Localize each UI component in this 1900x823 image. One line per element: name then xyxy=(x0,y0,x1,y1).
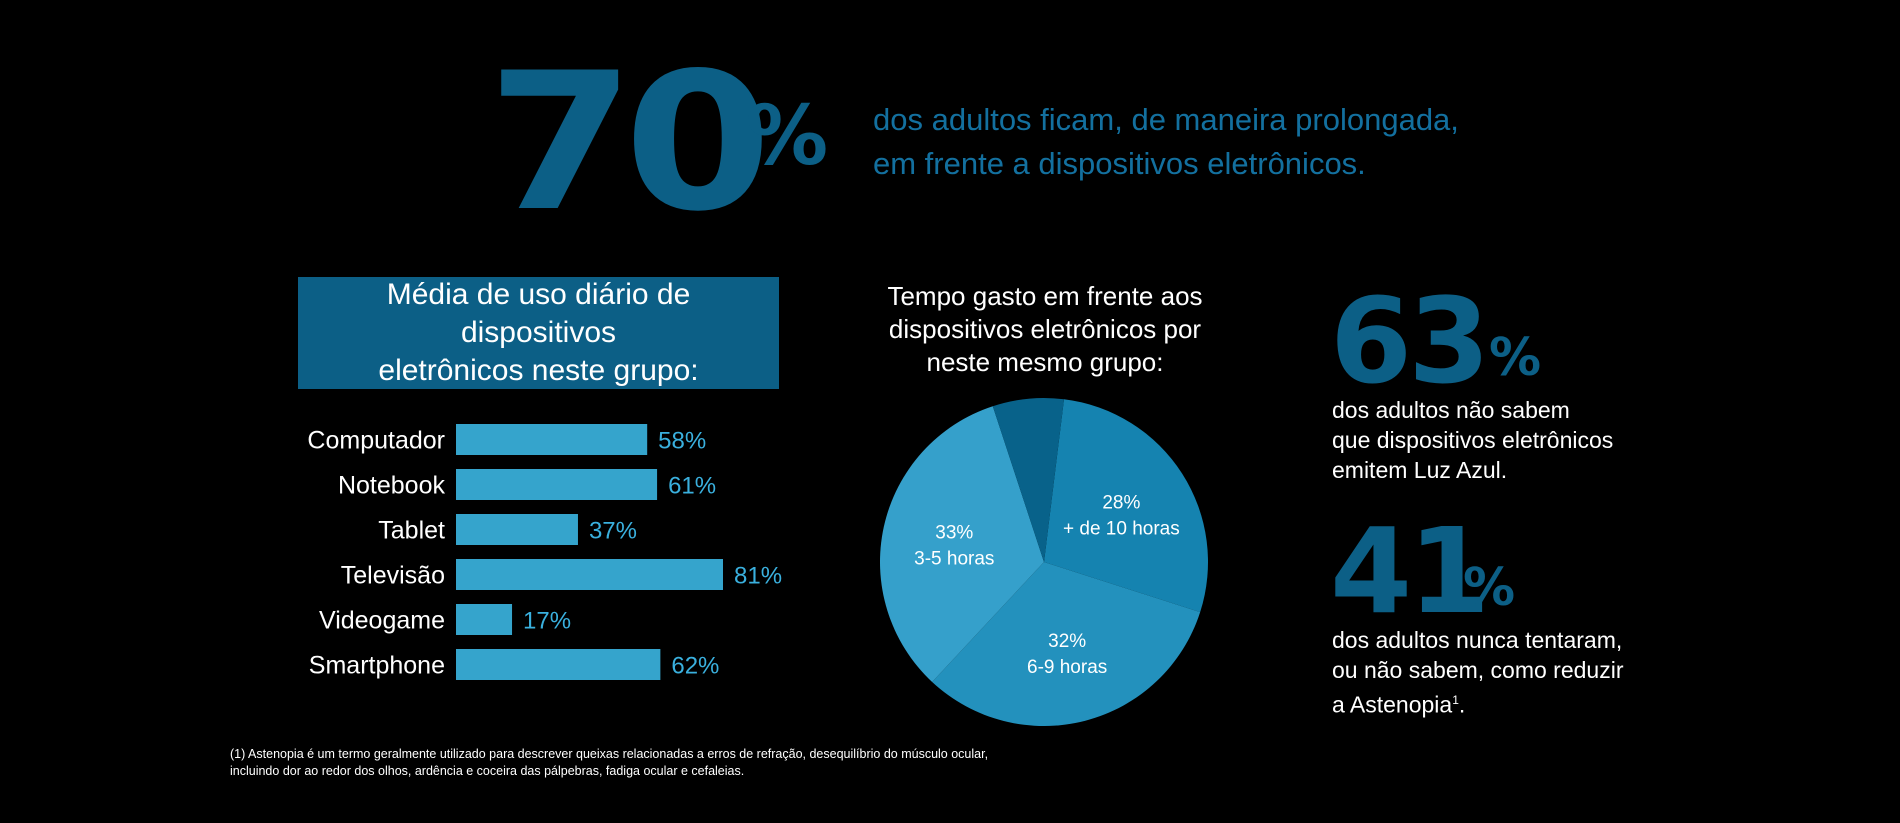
bar-value-label: 17% xyxy=(523,608,571,635)
stat-41-line-3-text: a Astenopia xyxy=(1332,691,1453,718)
stat-63-number: 63 xyxy=(1330,272,1490,410)
bar xyxy=(456,469,658,500)
stat-63-description: dos adultos não sabem que dispositivos e… xyxy=(1332,395,1652,485)
stat-41-percent-sign: % xyxy=(1463,558,1516,618)
bar-value-label: 37% xyxy=(589,518,637,545)
bar xyxy=(456,559,723,590)
pie-chart-title-line-3: neste mesmo grupo: xyxy=(926,347,1164,377)
pie-slice-label: 6-9 horas xyxy=(1027,657,1107,678)
pie-slice-percent: 33% xyxy=(935,522,973,543)
bar-category-label: Computador xyxy=(307,427,445,455)
pie-slice-label: 3-5 horas xyxy=(914,548,994,569)
pie-slice xyxy=(932,562,1201,726)
pie-slice-label: + de 10 horas xyxy=(1063,519,1180,540)
stat-41-line-3-trailing: . xyxy=(1458,691,1466,718)
stat-41-line-3: a Astenopia1. xyxy=(1332,685,1652,720)
stat-41-line-1: dos adultos nunca tentaram, xyxy=(1332,627,1623,653)
stat-41-number: 41 xyxy=(1330,502,1490,640)
hero-description-line-1: dos adultos ficam, de maneira prolongada… xyxy=(873,102,1459,137)
bar-value-label: 81% xyxy=(734,563,782,590)
footnote: (1) Astenopia é um termo geralmente util… xyxy=(230,746,1030,780)
pie-chart-title-line-1: Tempo gasto em frente aos xyxy=(887,281,1203,311)
pie-chart: 28% + de 10 horas 32% 6-9 horas 33% 3-5 horas xyxy=(880,398,1208,726)
bar xyxy=(456,424,648,455)
bar xyxy=(456,649,661,680)
hero-description-line-2: em frente a dispositivos eletrônicos. xyxy=(873,146,1366,181)
pie-slice xyxy=(1044,399,1208,613)
pie-slice-percent: 32% xyxy=(1048,631,1086,652)
bar-category-label: Tablet xyxy=(378,517,445,545)
bar-category-label: Videogame xyxy=(319,607,445,635)
footnote-line-2: incluindo dor ao redor dos olhos, ardênc… xyxy=(230,764,745,778)
pie-slice-percent: 28% xyxy=(1102,493,1140,514)
hero-percentage-number: 70 xyxy=(487,32,772,253)
bar-value-label: 61% xyxy=(668,473,716,500)
footnote-line-1: (1) Astenopia é um termo geralmente util… xyxy=(230,747,989,761)
bar xyxy=(456,604,513,635)
hero-description: dos adultos ficam, de maneira prolongada… xyxy=(873,98,1573,186)
pie-chart-title: Tempo gasto em frente aos dispositivos e… xyxy=(860,280,1230,379)
stat-41-description: dos adultos nunca tentaram, ou não sabem… xyxy=(1332,625,1652,720)
bar-chart-title-line-1: Média de uso diário de dispositivos xyxy=(386,278,691,349)
stat-63-percent-sign: % xyxy=(1489,328,1542,388)
bar-chart-title: Média de uso diário de dispositivos elet… xyxy=(319,276,759,390)
hero-percent-sign: % xyxy=(746,89,829,184)
bar-chart-title-line-2: eletrônicos neste grupo: xyxy=(378,354,699,387)
bar-chart: Computador 58% Notebook 61% Tablet 37% Televis… xyxy=(307,424,782,680)
bar-value-label: 58% xyxy=(658,428,706,455)
stat-63-line-2: que dispositivos eletrônicos xyxy=(1332,427,1614,453)
bar-value-label: 62% xyxy=(671,653,719,680)
footnote-marker: 1 xyxy=(1452,693,1459,707)
bar xyxy=(456,514,578,545)
bar-category-label: Notebook xyxy=(338,472,446,500)
pie-chart-title-line-2: dispositivos eletrônicos por xyxy=(888,314,1202,344)
pie-slice xyxy=(880,406,1044,682)
stat-41-line-2: ou não sabem, como reduzir xyxy=(1332,657,1624,683)
stat-63-line-3: emitem Luz Azul. xyxy=(1332,457,1508,483)
bar-chart-title-box: Média de uso diário de dispositivos elet… xyxy=(298,277,779,389)
pie-slice xyxy=(992,398,1064,562)
bar-category-label: Televisão xyxy=(341,562,445,590)
stat-63-line-1: dos adultos não sabem xyxy=(1332,397,1570,423)
bar-category-label: Smartphone xyxy=(309,652,445,680)
